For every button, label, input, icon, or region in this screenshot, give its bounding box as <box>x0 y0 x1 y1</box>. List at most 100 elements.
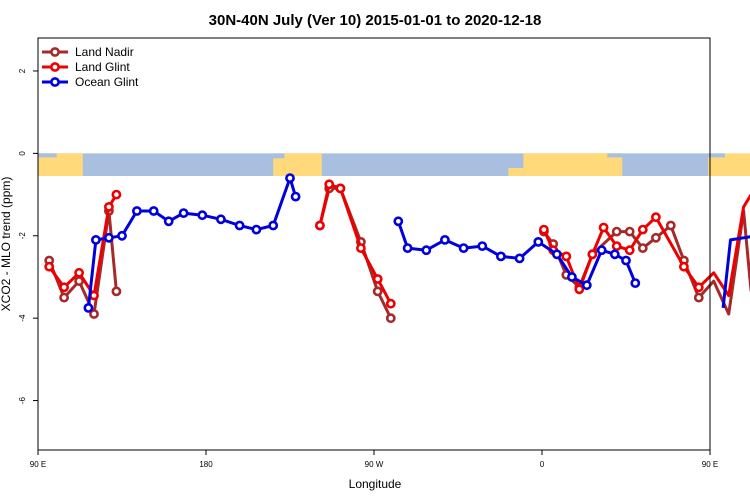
x-axis-label: Longitude <box>349 477 402 491</box>
land-glint-point <box>587 249 598 260</box>
y-tick-label: 0 <box>18 151 27 156</box>
series-layer <box>44 173 750 324</box>
land-nadir-point <box>59 292 69 303</box>
land-glint-point <box>598 222 609 233</box>
legend-label-land-nadir: Land Nadir <box>75 45 134 59</box>
legend-marker-land-nadir <box>50 47 60 57</box>
map-band-land <box>273 153 322 177</box>
land-glint-point <box>693 282 704 293</box>
ocean-glint-point <box>533 236 544 247</box>
land-nadir-point <box>372 286 383 297</box>
legend-marker-ocean-glint <box>50 77 60 87</box>
map-band-ocean-notch <box>607 153 623 158</box>
ocean-glint-point <box>495 251 506 262</box>
ocean-glint-point <box>104 232 114 243</box>
y-tick-label: -6 <box>18 396 27 404</box>
land-glint-point <box>314 220 325 231</box>
land-nadir-point <box>89 309 99 319</box>
ocean-glint-line <box>396 220 637 287</box>
ocean-glint-point <box>251 224 262 235</box>
x-axis: 90 E 180 90 W 0 90 E <box>30 450 718 469</box>
ocean-glint-point <box>609 249 620 260</box>
y-axis: -6 -4 -2 0 2 <box>18 68 38 404</box>
map-band-land <box>523 153 623 177</box>
x-tick-label: 90 E <box>702 460 718 469</box>
land-glint-point <box>574 284 585 295</box>
land-nadir-point <box>385 313 396 324</box>
ocean-glint-point <box>234 220 245 231</box>
ocean-glint-point <box>215 214 226 225</box>
land-glint-point <box>679 261 689 272</box>
y-axis-label: XCO2 - MLO trend (ppm) <box>0 177 13 312</box>
ocean-glint-point <box>285 173 295 183</box>
land-glint-point <box>624 245 635 256</box>
x-tick-label: 90 W <box>365 460 384 469</box>
land-glint-point <box>372 274 383 284</box>
land-nadir-point <box>611 226 622 237</box>
land-nadir-point <box>693 292 704 303</box>
ocean-glint-point <box>117 230 127 241</box>
land-glint-point <box>324 179 335 190</box>
ocean-glint-point <box>596 245 607 256</box>
ocean-glint-point <box>197 210 208 221</box>
land-glint-point <box>561 251 572 262</box>
land-glint-point <box>385 298 396 309</box>
ocean-glint-point <box>163 216 174 227</box>
land-glint-point <box>74 267 84 278</box>
ocean-glint-point <box>290 191 301 202</box>
ocean-glint-point <box>148 206 159 216</box>
ocean-glint-point <box>630 278 641 288</box>
land-nadir-point <box>624 226 635 237</box>
map-band-land <box>38 153 83 177</box>
ocean-glint-point <box>439 234 450 245</box>
y-tick-label: -4 <box>18 314 27 322</box>
map-band-land <box>508 168 524 177</box>
land-glint-point <box>637 224 648 235</box>
ocean-glint-point <box>458 243 469 253</box>
ocean-glint-line <box>721 235 750 309</box>
y-tick-label: -2 <box>18 232 27 240</box>
map-band-ocean-notch <box>38 153 57 158</box>
x-tick-label: 90 E <box>30 460 46 469</box>
land-glint-point <box>104 201 114 212</box>
land-glint-point <box>335 183 346 194</box>
land-nadir-point <box>665 220 676 231</box>
ocean-glint-point <box>567 272 577 282</box>
map-band-ocean-notch <box>708 153 725 158</box>
y-tick-label: 2 <box>18 68 27 73</box>
ocean-glint-point <box>131 206 142 216</box>
land-glint-line <box>318 182 393 305</box>
map-band <box>38 153 750 177</box>
chart-title: 30N-40N July (Ver 10) 2015-01-01 to 2020… <box>209 12 542 29</box>
map-band-land <box>708 153 750 177</box>
ocean-glint-point <box>268 220 279 231</box>
ocean-glint-point <box>421 245 432 256</box>
land-glint-point <box>611 241 622 251</box>
legend-marker-land-glint <box>50 62 60 72</box>
ocean-glint-point <box>477 241 488 251</box>
ocean-glint-point <box>393 216 404 227</box>
ocean-glint-point <box>552 249 562 260</box>
x-tick-label: 0 <box>540 460 545 469</box>
ocean-glint-point <box>91 234 101 245</box>
ocean-glint-point <box>402 243 413 253</box>
land-glint-point <box>111 189 122 200</box>
land-nadir-point <box>637 243 648 253</box>
land-nadir-point <box>651 232 661 243</box>
land-glint-point <box>44 261 55 272</box>
ocean-glint-point <box>581 280 592 291</box>
land-glint-point <box>59 282 69 293</box>
plot-frame <box>37 37 711 451</box>
ocean-glint-point <box>83 302 94 313</box>
map-band-ocean-notch <box>273 153 285 159</box>
ocean-glint-point <box>621 255 631 266</box>
land-nadir-point <box>111 286 122 297</box>
land-glint-point <box>355 243 366 253</box>
land-nadir-line <box>318 186 393 319</box>
land-glint-point <box>651 212 661 223</box>
ocean-glint-point <box>514 253 525 264</box>
x-tick-label: 180 <box>199 460 213 469</box>
legend-label-land-glint: Land Glint <box>75 60 130 74</box>
